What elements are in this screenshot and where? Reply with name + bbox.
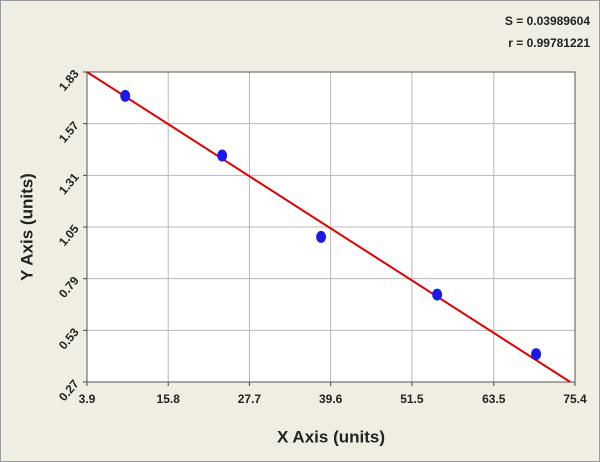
plot-border <box>86 71 576 383</box>
x-tick-label: 63.5 <box>482 392 506 406</box>
x-tick-label: 15.8 <box>157 392 181 406</box>
point <box>531 348 542 361</box>
x-tick-label: 3.9 <box>79 392 96 406</box>
point <box>217 149 228 162</box>
y-axis-title: Y Axis (units) <box>17 173 36 281</box>
x-tick-label: 75.4 <box>563 392 587 406</box>
x-tick-label: 27.7 <box>238 392 262 406</box>
point <box>432 288 443 301</box>
x-axis-title: X Axis (units) <box>277 427 385 446</box>
x-tick-label: 39.6 <box>319 392 343 406</box>
fit-line <box>86 71 571 383</box>
point <box>120 89 131 102</box>
x-tick-label: 51.5 <box>400 392 424 406</box>
annotation: S = 0.03989604 <box>505 14 590 28</box>
annotation: r = 0.99781221 <box>508 36 590 50</box>
point <box>316 230 327 243</box>
